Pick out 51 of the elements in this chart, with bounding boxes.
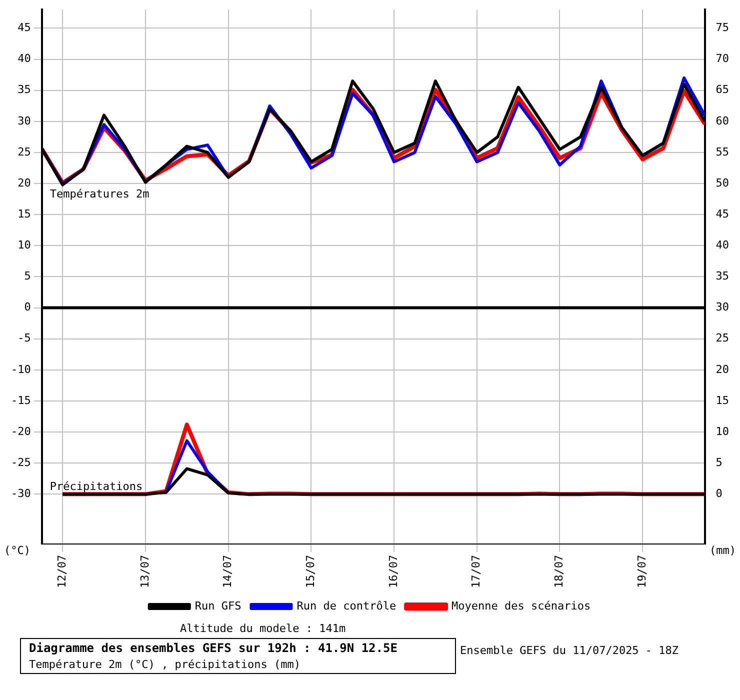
y2-tick-label: 10 [716, 424, 730, 438]
y-tick-label: 15 [18, 207, 31, 220]
y2-tick-label: 55 [716, 145, 730, 158]
y-tick-label: -5 [18, 332, 31, 345]
text: Altitude du modele : 141m [180, 622, 346, 635]
y-tick-label: -10 [10, 362, 31, 376]
y-tick-label: 25 [18, 145, 31, 158]
y-tick-label: -20 [10, 424, 31, 438]
y-tick-label: 5 [24, 270, 31, 283]
y2-tick-label: 5 [716, 456, 722, 469]
text: Ensemble GEFS du 11/07/2025 - 18Z [460, 644, 679, 657]
x-tick-label: 16/07 [386, 554, 400, 588]
y2-tick-label: 30 [716, 300, 730, 314]
legend-label: Run de contrôle [296, 599, 396, 612]
y2-tick-label: 45 [716, 207, 730, 220]
x-tick-label: 15/07 [304, 554, 318, 588]
y-tick-label: 40 [18, 52, 31, 66]
y-tick-label: 30 [18, 114, 31, 128]
x-tick-label: 12/07 [55, 554, 68, 588]
text: Température 2m (°C) , précipitations (mm) [29, 658, 302, 671]
x-tick-label: 17/07 [470, 554, 483, 588]
x-tick-label: 14/07 [221, 554, 234, 588]
y2-tick-label: 65 [716, 83, 730, 96]
y2-tick-label: 40 [716, 238, 730, 252]
y-tick-label: -25 [10, 456, 31, 469]
y2-tick-label: 0 [716, 487, 722, 500]
y-tick-label: 10 [18, 238, 31, 252]
y2-tick-label: 35 [716, 270, 730, 283]
y2-axis-title: (mm) [710, 544, 736, 557]
x-tick-label: 13/07 [138, 554, 152, 588]
y-tick-label: 20 [18, 176, 31, 190]
annotation: Précipitations [50, 480, 143, 494]
legend-label: Moyenne des scénarios [452, 599, 591, 612]
x-tick-label: 19/07 [635, 554, 648, 588]
y-tick-label: 0 [24, 300, 31, 314]
y-axis-title: (°C) [4, 544, 30, 557]
text: Diagramme des ensembles GEFS sur 192h : 41.9N 12.5E [29, 641, 398, 655]
y2-tick-label: 50 [716, 176, 730, 190]
annotation: Températures 2m [50, 188, 150, 201]
y-tick-label: -15 [10, 394, 31, 407]
y-tick-label: 35 [18, 83, 31, 96]
y2-tick-label: 70 [716, 52, 730, 66]
y2-tick-label: 75 [716, 21, 730, 34]
y2-tick-label: 25 [716, 332, 730, 345]
x-tick-label: 18/07 [552, 554, 566, 588]
y2-tick-label: 15 [716, 394, 730, 407]
y-tick-label: -30 [10, 487, 31, 500]
y-tick-label: 45 [18, 21, 31, 34]
y2-tick-label: 60 [716, 114, 730, 128]
legend-label: Run GFS [194, 599, 242, 612]
y2-tick-label: 20 [716, 362, 730, 376]
